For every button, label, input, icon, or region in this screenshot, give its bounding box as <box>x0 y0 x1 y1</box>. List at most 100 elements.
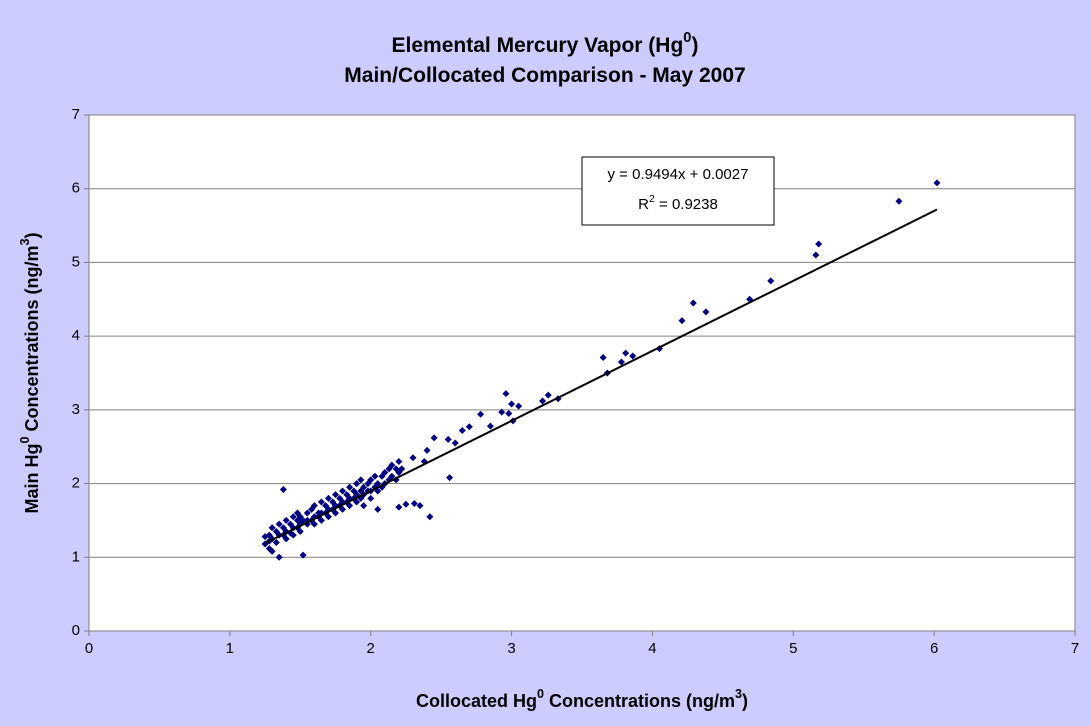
trendline-equation: y = 0.9494x + 0.0027 <box>608 166 749 183</box>
point <box>353 480 361 488</box>
point <box>282 535 290 543</box>
x-tick-label: 7 <box>1071 640 1079 657</box>
point <box>812 251 820 259</box>
point <box>622 349 630 357</box>
point <box>388 472 396 480</box>
point <box>289 513 297 521</box>
point <box>360 502 368 510</box>
point <box>310 520 318 528</box>
point <box>544 391 552 399</box>
point <box>346 502 354 510</box>
point <box>458 426 466 434</box>
chart-title: Main/Collocated Comparison - May 2007 <box>344 64 745 87</box>
x-tick-label: 2 <box>367 640 375 657</box>
superscript: 3 <box>735 687 742 701</box>
point <box>317 498 325 506</box>
point <box>689 299 697 307</box>
point <box>815 240 823 248</box>
point <box>289 531 297 539</box>
point <box>299 516 307 524</box>
point <box>339 487 347 495</box>
point <box>268 524 276 532</box>
point <box>505 410 513 418</box>
point <box>275 553 283 561</box>
point <box>367 494 375 502</box>
point <box>539 397 547 405</box>
point <box>275 520 283 528</box>
point <box>268 547 276 555</box>
point <box>629 352 637 360</box>
text-segment: Elemental Mercury Vapor (Hg <box>392 34 684 57</box>
point <box>310 502 318 510</box>
point <box>303 509 311 517</box>
superscript: 0 <box>18 437 32 444</box>
point <box>402 500 410 508</box>
point <box>353 498 361 506</box>
point <box>444 435 452 443</box>
point <box>282 516 290 524</box>
y-tick-label: 4 <box>72 327 80 344</box>
point <box>423 446 431 454</box>
text-segment: Main Hg <box>22 444 42 514</box>
x-tick-label: 4 <box>648 640 656 657</box>
y-tick-label: 0 <box>72 622 80 639</box>
point <box>446 474 454 482</box>
point <box>357 476 365 484</box>
point <box>339 505 347 513</box>
point <box>388 461 396 469</box>
point <box>346 483 354 491</box>
y-tick-label: 6 <box>72 180 80 197</box>
point <box>324 513 332 521</box>
point <box>374 480 382 488</box>
point <box>502 390 510 398</box>
y-tick-label: 5 <box>72 253 80 270</box>
chart-title: Elemental Mercury Vapor (Hg0) <box>392 30 699 57</box>
point <box>515 402 523 410</box>
text-segment: Main/Collocated Comparison - May 2007 <box>344 64 745 87</box>
point <box>367 476 375 484</box>
superscript: 0 <box>537 687 544 701</box>
point <box>426 513 434 521</box>
point <box>296 527 304 535</box>
point <box>508 400 516 408</box>
x-tick-label: 3 <box>507 640 515 657</box>
point <box>299 551 307 559</box>
superscript: 0 <box>683 30 691 46</box>
point <box>395 469 403 477</box>
point <box>395 457 403 465</box>
point <box>410 499 418 507</box>
point <box>416 502 424 510</box>
point <box>395 503 403 511</box>
superscript: 2 <box>649 193 655 205</box>
point <box>324 494 332 502</box>
point <box>895 197 903 205</box>
point <box>451 439 459 447</box>
point <box>477 410 485 418</box>
text-segment: Concentrations (ng/m <box>544 691 735 711</box>
y-axis-label: Main Hg0 Concentrations (ng/m3) <box>18 232 41 513</box>
text-segment: ) <box>742 691 748 711</box>
text-segment: ) <box>691 34 698 57</box>
trendline-r2: R2 = 0.9238 <box>638 193 718 213</box>
x-tick-label: 5 <box>789 640 797 657</box>
text-segment: ) <box>22 232 42 238</box>
point <box>430 434 438 442</box>
point <box>360 483 368 491</box>
point <box>371 472 379 480</box>
point <box>332 509 339 517</box>
point <box>599 354 607 362</box>
superscript: 3 <box>18 238 32 245</box>
point <box>317 516 325 524</box>
x-tick-label: 6 <box>930 640 938 657</box>
x-axis-label: Collocated Hg0 Concentrations (ng/m3) <box>416 687 748 710</box>
text-segment: Collocated Hg <box>416 691 537 711</box>
point <box>279 485 287 493</box>
y-tick-label: 2 <box>72 475 80 492</box>
equation-box <box>581 156 775 226</box>
text-segment: = 0.9238 <box>655 196 718 213</box>
y-tick-label: 7 <box>72 106 80 123</box>
text-segment: R <box>638 196 649 213</box>
y-tick-label: 3 <box>72 401 80 418</box>
point <box>374 505 382 513</box>
